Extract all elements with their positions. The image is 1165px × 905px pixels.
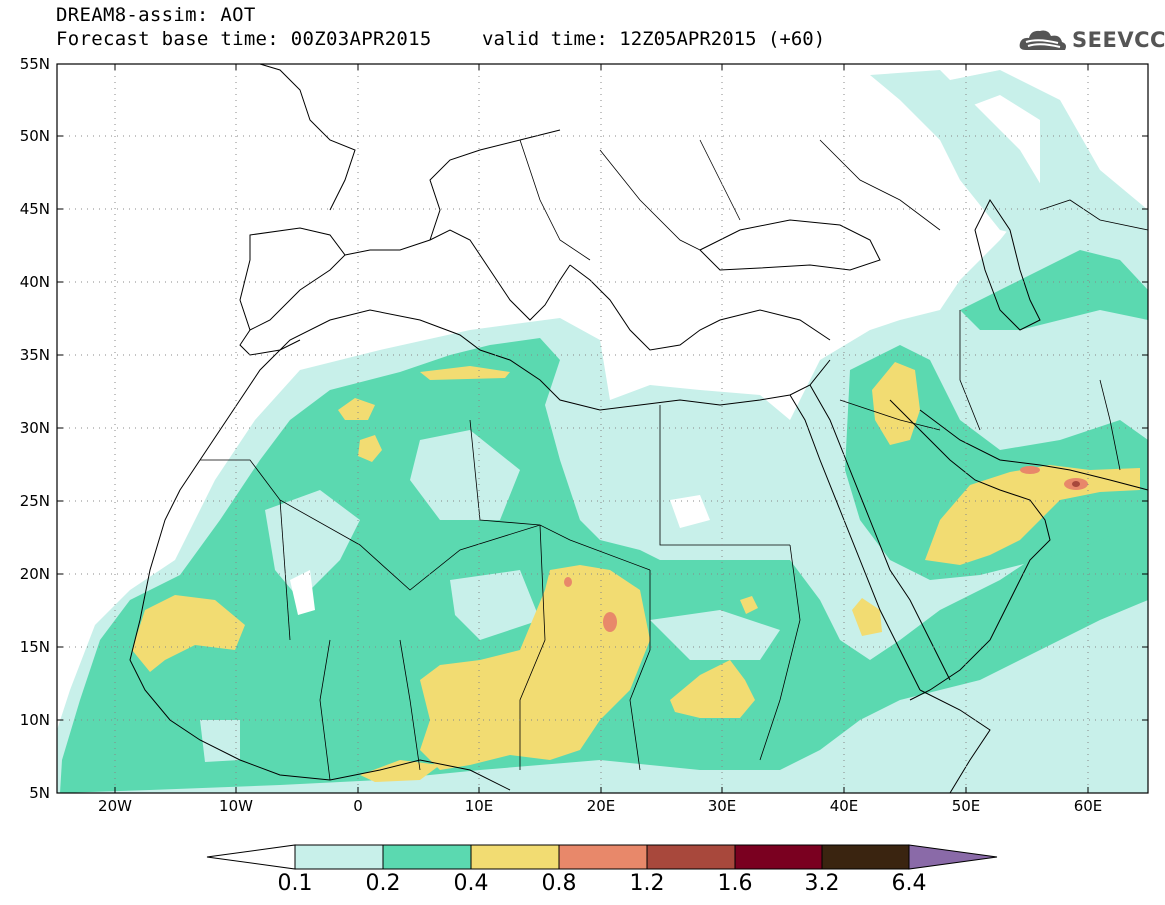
map-title: DREAM8-assim: AOT	[56, 4, 256, 26]
aot-band-0.4-arabia	[925, 465, 1140, 565]
aot-contours	[57, 70, 1148, 793]
colorbar-label: 0.4	[453, 871, 489, 896]
aot-hole-5	[670, 495, 710, 528]
aot-band-0.8-spot4	[1020, 466, 1040, 474]
forecast-base-time: Forecast base time: 00Z03APR2015	[56, 28, 432, 50]
colorbar	[206, 844, 998, 870]
lat-label: 40N	[19, 273, 50, 291]
lat-label: 25N	[19, 492, 50, 510]
aot-band-0.4-chad	[420, 565, 650, 770]
aot-band-0.4-spot3	[420, 366, 510, 380]
colorbar-label: 0.1	[277, 871, 313, 896]
lon-label: 20E	[586, 797, 616, 815]
lon-label: 50E	[951, 797, 981, 815]
lat-label: 20N	[19, 565, 50, 583]
colorbar-label: 3.2	[804, 871, 840, 896]
aot-band-0.4-spot4	[740, 596, 758, 614]
lon-label: 60E	[1073, 797, 1103, 815]
colorbar-seg-8	[908, 844, 998, 870]
lat-label: 50N	[19, 127, 50, 145]
aot-band-0.8-spot1	[603, 612, 617, 632]
colorbar-label: 1.6	[717, 871, 753, 896]
aot-band-0.4-spot1	[338, 398, 375, 420]
lat-label: 35N	[19, 346, 50, 364]
colorbar-label: 6.4	[891, 871, 927, 896]
aot-hole-6	[450, 570, 540, 640]
lon-label: 10W	[219, 797, 253, 815]
aot-band-0.1-north	[870, 70, 1050, 240]
lon-label: 20W	[98, 797, 132, 815]
aot-band-0.4-west	[132, 595, 245, 672]
aot-band-0.8-spot2	[564, 577, 572, 587]
borders	[200, 139, 1148, 781]
colorbar-seg-7	[821, 844, 910, 870]
aot-hole-8	[200, 720, 240, 762]
lat-label: 5N	[29, 784, 50, 802]
aot-hole-1	[265, 490, 360, 600]
colorbar-seg-5	[646, 844, 736, 870]
valid-time: valid time: 12Z05APR2015 (+60)	[482, 28, 826, 50]
lon-label: 10E	[464, 797, 494, 815]
seevccc-logo: SEEVCCC	[1018, 26, 1165, 56]
lat-label: 30N	[19, 419, 50, 437]
colorbar-seg-6	[734, 844, 823, 870]
lat-label: 15N	[19, 638, 50, 656]
colorbar-label: 1.2	[629, 871, 665, 896]
aot-hole-2	[290, 570, 315, 615]
aot-band-0.4-spot2	[358, 435, 382, 462]
lat-label: 45N	[19, 200, 50, 218]
lon-label: 40E	[829, 797, 859, 815]
aot-band-0.4-gulf	[360, 760, 440, 782]
colorbar-seg-2	[382, 844, 472, 870]
aot-band-0.2-caspian	[960, 250, 1148, 330]
lon-label: 30E	[707, 797, 737, 815]
lat-label: 10N	[19, 711, 50, 729]
aot-band-1.2-spot	[1072, 481, 1080, 487]
aot-band-0.4-iraq	[872, 362, 920, 445]
tick-marks	[57, 63, 1148, 794]
aot-band-0.2	[60, 338, 1148, 793]
cloud-icon	[1019, 30, 1066, 50]
aot-hole-3	[410, 430, 520, 520]
aot-band-0.2-arabia	[845, 345, 1148, 580]
colorbar-seg-0	[206, 844, 296, 870]
aot-band-0.4-sudan	[670, 660, 755, 718]
colorbar-seg-1	[294, 844, 384, 870]
lat-label: 55N	[19, 55, 50, 73]
aot-band-0.4-eritrea	[852, 598, 882, 636]
colorbar-seg-3	[470, 844, 560, 870]
colorbar-label: 0.2	[365, 871, 401, 896]
colorbar-label: 0.8	[541, 871, 577, 896]
colorbar-seg-4	[558, 844, 648, 870]
lon-label: 0	[353, 797, 363, 815]
logo-text: SEEVCCC	[1072, 28, 1165, 52]
